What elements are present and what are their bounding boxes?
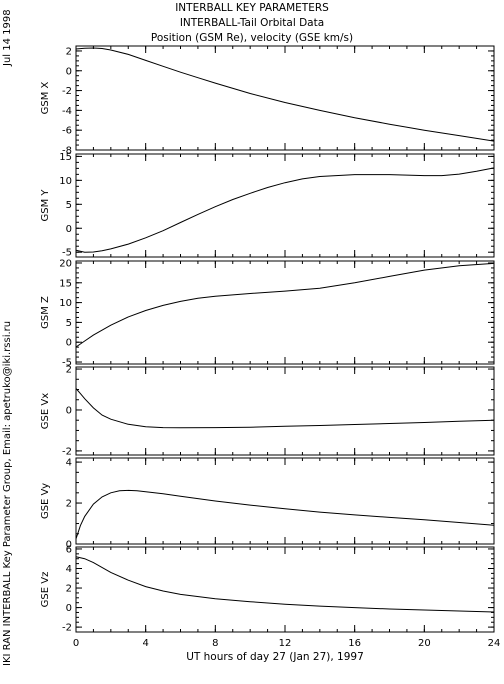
y-tick-label: -4 bbox=[62, 106, 72, 117]
x-tick-label: 4 bbox=[142, 638, 148, 649]
y-tick-label: 4 bbox=[66, 458, 72, 469]
y-axis-label: GSM Z bbox=[40, 296, 51, 329]
x-tick-label: 0 bbox=[73, 638, 79, 649]
y-tick-label: 6 bbox=[66, 544, 72, 555]
series-line bbox=[75, 262, 495, 348]
header-line-2: INTERBALL-Tail Orbital Data bbox=[179, 17, 325, 29]
y-tick-label: 15 bbox=[59, 278, 72, 289]
panel-frame bbox=[75, 366, 495, 456]
y-tick-label: 2 bbox=[66, 499, 72, 510]
y-axis-label: GSE Vy bbox=[40, 483, 51, 519]
y-tick-label: 20 bbox=[59, 258, 72, 269]
x-tick-label: 12 bbox=[279, 638, 292, 649]
y-tick-label: 0 bbox=[66, 540, 72, 551]
y-tick-label: 4 bbox=[66, 564, 72, 575]
y-tick-label: 2 bbox=[66, 46, 72, 57]
y-tick-label: -6 bbox=[62, 126, 72, 137]
y-tick-label: -2 bbox=[62, 86, 72, 97]
x-tick-label: 16 bbox=[348, 638, 361, 649]
y-tick-label: 2 bbox=[66, 584, 72, 595]
y-tick-label: 10 bbox=[59, 298, 72, 309]
x-axis-label: UT hours of day 27 (Jan 27), 1997 bbox=[186, 651, 364, 663]
y-axis-label: GSM Y bbox=[40, 189, 51, 222]
y-tick-label: -5 bbox=[62, 358, 72, 369]
y-tick-label: 0 bbox=[66, 338, 72, 349]
panel-frame bbox=[75, 546, 495, 633]
y-axis-label: GSE Vz bbox=[40, 572, 51, 608]
series-line bbox=[75, 388, 495, 429]
y-axis-label: GSE Vx bbox=[40, 393, 51, 429]
y-tick-label: 0 bbox=[66, 603, 72, 614]
y-tick-label: -2 bbox=[62, 623, 72, 634]
y-tick-label: 0 bbox=[66, 66, 72, 77]
y-tick-label: 10 bbox=[59, 176, 72, 187]
series-line bbox=[75, 489, 495, 540]
header-line-1: INTERBALL KEY PARAMETERS bbox=[175, 2, 329, 14]
x-tick-label: 8 bbox=[212, 638, 218, 649]
y-tick-label: 0 bbox=[66, 224, 72, 235]
y-tick-label: -8 bbox=[62, 146, 72, 157]
y-tick-label: -5 bbox=[62, 248, 72, 259]
y-tick-label: 15 bbox=[59, 152, 72, 163]
panel-frame bbox=[75, 457, 495, 545]
series-line bbox=[75, 167, 495, 253]
panel-frame bbox=[75, 45, 495, 151]
header-line-3: Position (GSM Re), velocity (GSE km/s) bbox=[150, 32, 354, 44]
series-line bbox=[75, 556, 495, 613]
panel-frame bbox=[75, 153, 495, 258]
y-tick-label: -2 bbox=[62, 446, 72, 457]
panel-frame bbox=[75, 260, 495, 365]
y-tick-label: 0 bbox=[66, 405, 72, 416]
y-tick-label: 5 bbox=[66, 200, 72, 211]
y-axis-label: GSM X bbox=[40, 81, 51, 114]
y-tick-label: 5 bbox=[66, 318, 72, 329]
x-tick-label: 24 bbox=[488, 638, 501, 649]
series-line bbox=[75, 47, 495, 142]
x-tick-label: 20 bbox=[418, 638, 431, 649]
y-tick-label: 2 bbox=[66, 365, 72, 376]
